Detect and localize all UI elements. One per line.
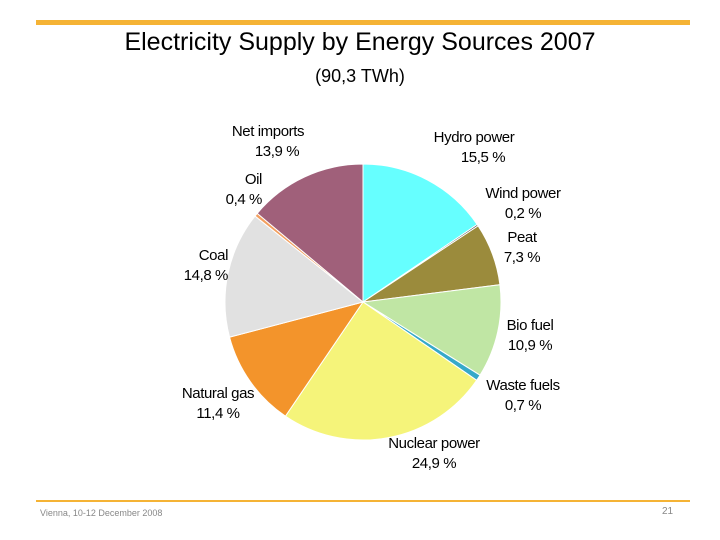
slice-label-waste-fuels: Waste fuels 0,7 % [486,377,560,414]
slice-label-coal: Coal 14,8 % [183,247,229,284]
slice-label-peat: Peat 7,3 % [503,229,541,266]
bottom-accent-rule [36,500,690,502]
slice-label-natural-gas: Natural gas 11,4 % [181,385,255,422]
slice-label-hydro-power: Hydro power 15,5 % [433,129,515,166]
slice-label-nuclear-power: Nuclear power 24,9 % [388,435,480,472]
slice-label-oil: Oil 0,4 % [225,171,263,208]
slide-title: Electricity Supply by Energy Sources 200… [124,28,596,56]
footer-event-text: Vienna, 10-12 December 2008 [40,508,163,518]
slide-subtitle: (90,3 TWh) [315,66,405,86]
pie-slice-natural-gas [228,301,365,417]
page-number: 21 [662,506,674,517]
slice-label-bio-fuel: Bio fuel 10,9 % [506,317,554,354]
pie-slice-net-imports [256,163,364,304]
pie-slice-bio-fuel [361,284,502,376]
pie-slice-coal [224,215,365,338]
top-accent-rule [36,20,690,25]
pie-slice-hydro-power [362,163,478,303]
slice-label-net-imports: Net imports 13,9 % [231,123,305,160]
slice-label-wind-power: Wind power 0,2 % [485,185,561,222]
pie-slice-nuclear-power [284,301,478,441]
